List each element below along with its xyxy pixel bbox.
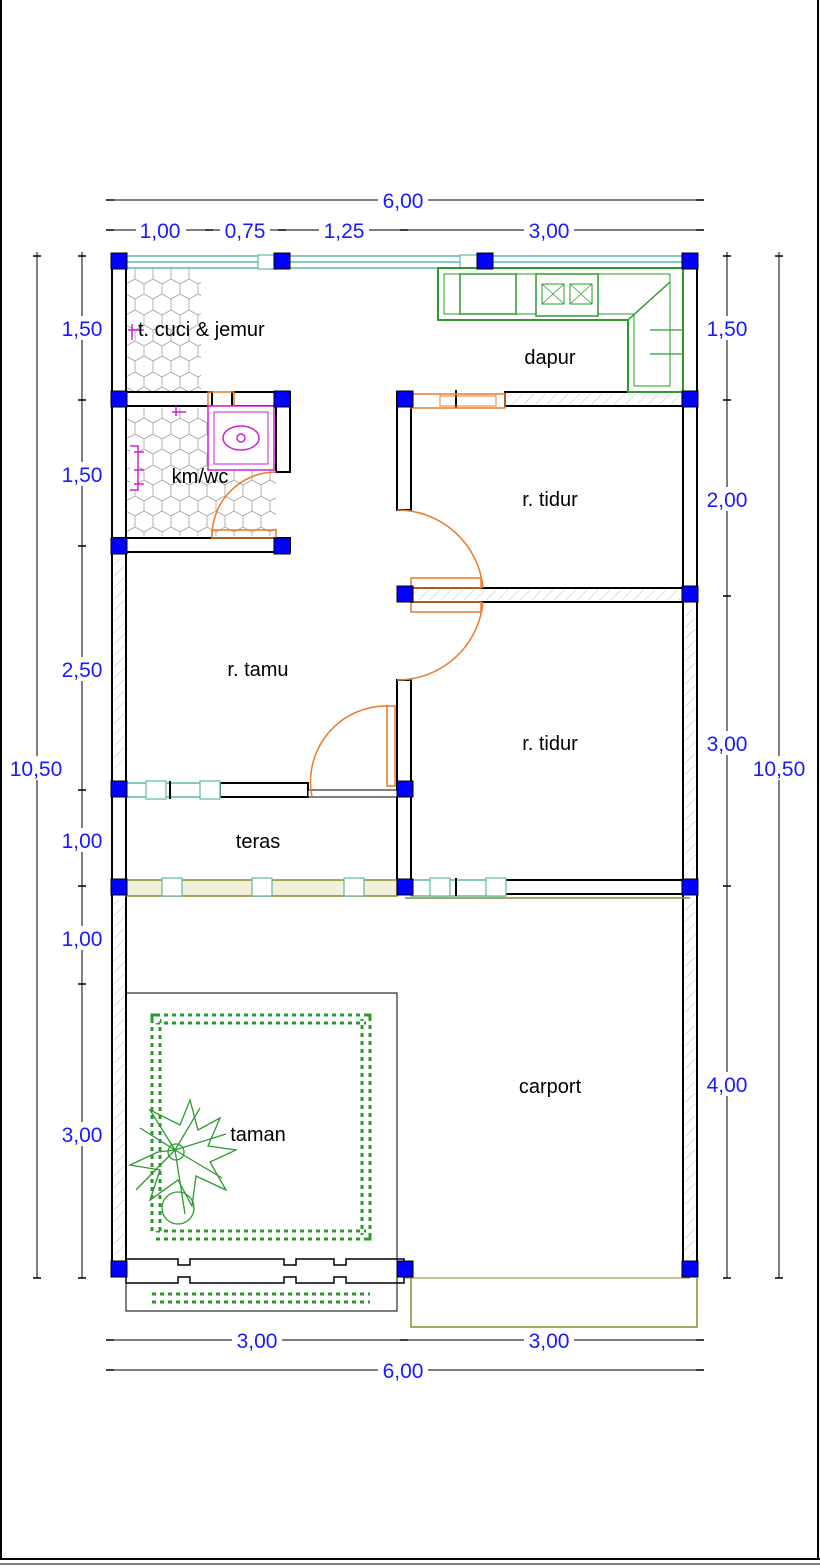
window-sashes — [169, 390, 457, 896]
room-label-laundry: t. cuci & jemur — [138, 319, 265, 341]
room-label-living: r. tamu — [227, 659, 288, 681]
dimension-labels: 6,00 1,00 0,75 1,25 3,00 3,00 3,00 6,00 … — [8, 188, 808, 1383]
dim-left-4: 1,00 — [62, 830, 103, 853]
dim-right-3: 3,00 — [707, 733, 748, 756]
room-label-porch: teras — [236, 831, 280, 853]
carport-apron — [410, 1278, 698, 1328]
window-mullions — [145, 254, 507, 897]
dim-bottom-total: 6,00 — [383, 1360, 424, 1383]
dim-top-seg3: 1,25 — [324, 220, 365, 243]
room-label-bath: km/wc — [172, 466, 229, 488]
room-label-bedroom-2: r. tidur — [522, 733, 578, 755]
room-label-bedroom-1: r. tidur — [522, 489, 578, 511]
dim-right-1: 1,50 — [707, 318, 748, 341]
dim-left-total: 10,50 — [10, 758, 63, 781]
columns — [110, 252, 699, 1278]
room-label-carport: carport — [519, 1076, 582, 1098]
garden-border-inner — [153, 1016, 369, 1238]
tree-icon — [127, 1097, 239, 1225]
dim-top-total: 6,00 — [383, 190, 424, 213]
dim-top-seg2: 0,75 — [225, 220, 266, 243]
sanitary-fixtures — [128, 324, 275, 491]
dim-left-3: 2,50 — [62, 659, 103, 682]
dim-right-total: 10,50 — [753, 758, 806, 781]
garden-outline — [125, 992, 398, 1312]
room-label-kitchen: dapur — [524, 347, 575, 369]
dim-right-2: 2,00 — [707, 489, 748, 512]
dim-left-6: 3,00 — [62, 1124, 103, 1147]
dim-bottom-seg2: 3,00 — [529, 1330, 570, 1353]
dim-left-5: 1,00 — [62, 928, 103, 951]
dim-right-4: 4,00 — [707, 1074, 748, 1097]
kitchen-counter — [437, 267, 684, 393]
wall-hatching — [114, 394, 695, 1260]
planter-wall — [125, 1258, 405, 1284]
room-label-garden: taman — [230, 1124, 286, 1146]
dim-top-seg1: 1,00 — [140, 220, 181, 243]
dim-left-1: 1,50 — [62, 318, 103, 341]
dim-left-2: 1,50 — [62, 464, 103, 487]
dimension-ticks — [33, 199, 783, 1371]
dim-top-seg4: 3,00 — [529, 220, 570, 243]
room-labels: t. cuci & jemur dapur km/wc r. tidur r. … — [138, 319, 582, 1146]
dim-bottom-seg1: 3,00 — [237, 1330, 278, 1353]
